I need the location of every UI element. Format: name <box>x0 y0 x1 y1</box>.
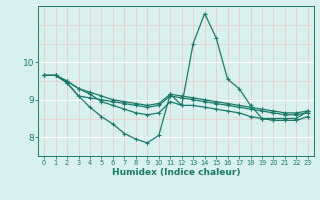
X-axis label: Humidex (Indice chaleur): Humidex (Indice chaleur) <box>112 168 240 177</box>
